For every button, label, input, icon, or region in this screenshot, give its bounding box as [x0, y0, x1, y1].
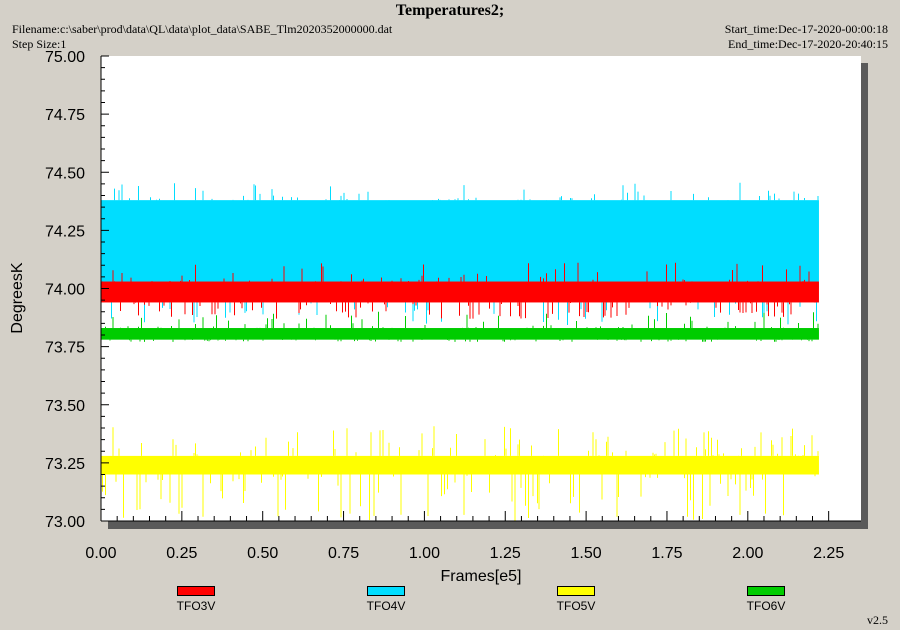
x-tick-label: 1.25 [490, 545, 521, 562]
series-tfo5v [101, 426, 819, 521]
series-band-tfo3v [101, 281, 819, 303]
axis-layer: 73.00 73.25 73.50 73.75 74.00 74.25 74.50 74.75… [45, 49, 861, 562]
filename-label: Filename:c:\saber\prod\data\QL\data\plot… [12, 22, 393, 36]
legend-swatch-tfo3v [177, 586, 215, 596]
series-spikes-tfo6v [105, 311, 819, 342]
y-tick-label: 74.50 [45, 165, 85, 182]
legend-item-tfo6v: TFO6V [726, 586, 806, 613]
y-tick-label: 74.00 [45, 282, 85, 299]
x-tick-label: 0.00 [85, 545, 116, 562]
y-tick-label: 73.75 [45, 340, 85, 357]
legend-item-tfo4v: TFO4V [346, 586, 426, 613]
series-band-tfo5v [101, 455, 819, 475]
y-tick-label: 75.00 [45, 49, 85, 66]
version-label: v2.5 [867, 613, 888, 627]
series-layer [100, 182, 819, 521]
y-tick-label: 74.75 [45, 107, 85, 124]
x-tick-label: 1.50 [571, 545, 602, 562]
y-tick-label: 73.25 [45, 456, 85, 473]
x-tick-label: 0.50 [247, 545, 278, 562]
y-axis-label: DegreesK [9, 262, 26, 333]
legend-label-tfo4v: TFO4V [366, 599, 406, 613]
step-size-label: Step Size:1 [12, 37, 67, 51]
legend-item-tfo5v: TFO5V [536, 586, 616, 613]
x-axis-label: Frames[e5] [441, 568, 522, 585]
y-tick-label: 73.00 [45, 514, 85, 531]
end-time-label: End_time:Dec-17-2020-20:40:15 [728, 37, 888, 51]
x-tick-label: 2.25 [813, 545, 844, 562]
x-tick-label: 0.75 [328, 545, 359, 562]
series-band-tfo6v [101, 328, 819, 340]
legend-swatch-tfo6v [747, 586, 785, 596]
x-tick-label: 1.75 [651, 545, 682, 562]
y-tick-label: 73.50 [45, 398, 85, 415]
series-band-tfo4v [101, 200, 819, 289]
legend-item-tfo3v: TFO3V [156, 586, 236, 613]
x-tick-label: 1.00 [409, 545, 440, 562]
x-tick-label: 0.25 [166, 545, 197, 562]
series-tfo3v [100, 262, 819, 319]
x-tick-label: 2.00 [732, 545, 763, 562]
start-time-label: Start_time:Dec-17-2020-00:00:18 [724, 22, 888, 36]
series-spikes-tfo5v [102, 426, 819, 521]
legend-label-tfo6v: TFO6V [746, 599, 786, 613]
y-tick-label: 74.25 [45, 223, 85, 240]
series-tfo6v [101, 311, 819, 342]
legend-label-tfo3v: TFO3V [176, 599, 216, 613]
legend-swatch-tfo5v [557, 586, 595, 596]
chart-title: Temperatures2; [395, 2, 505, 19]
legend-swatch-tfo4v [367, 586, 405, 596]
legend-label-tfo5v: TFO5V [556, 599, 596, 613]
